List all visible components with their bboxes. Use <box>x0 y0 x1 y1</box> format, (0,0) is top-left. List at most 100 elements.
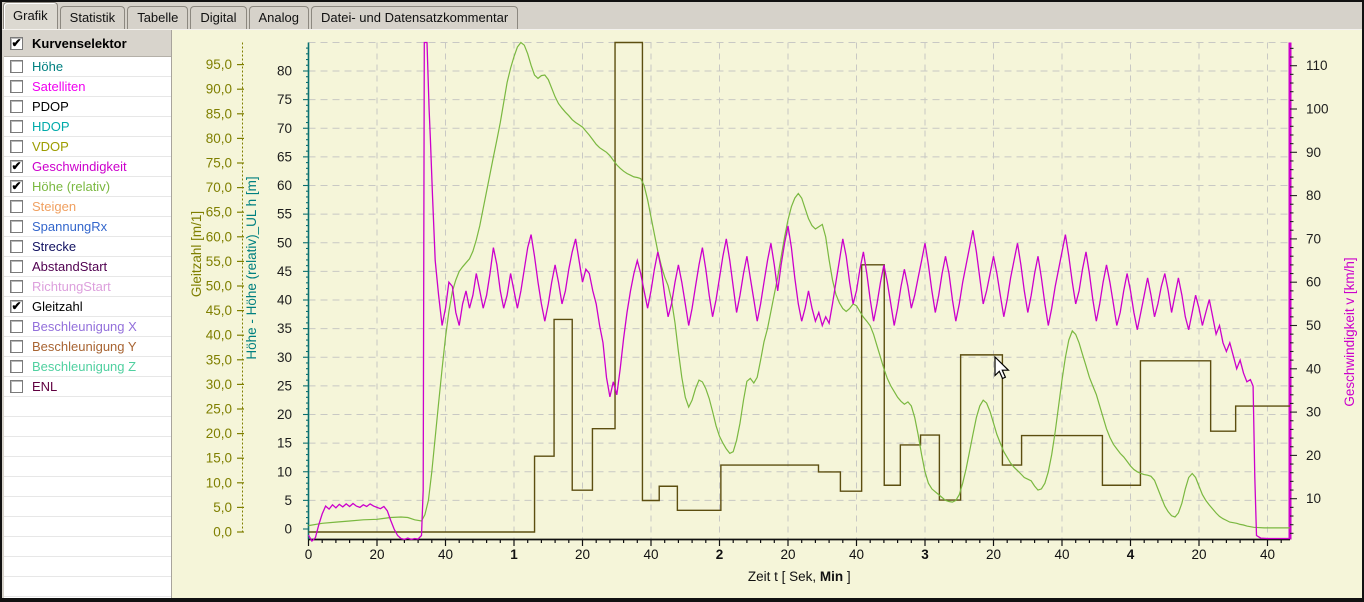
curve-label: RichtungStart <box>32 279 111 294</box>
gleitzahl-curve <box>308 41 1290 533</box>
curve-selector-sidebar: ✔ Kurvenselektor Höhe Satelliten PDOP HDOP V… <box>4 30 172 598</box>
list-item-empty <box>4 517 171 537</box>
svg-text:30: 30 <box>1306 405 1321 420</box>
curve-row-satelliten[interactable]: Satelliten <box>4 77 171 97</box>
svg-text:10,0: 10,0 <box>206 475 232 490</box>
curve-label: AbstandStart <box>32 259 108 274</box>
curve-checkbox[interactable] <box>10 320 23 333</box>
curve-checkbox[interactable] <box>10 260 23 273</box>
curve-row-enl[interactable]: ENL <box>4 377 171 397</box>
curve-checkbox[interactable] <box>10 200 23 213</box>
curve-checkbox[interactable] <box>10 280 23 293</box>
curve-row-beschleunigung-y[interactable]: Beschleunigung Y <box>4 337 171 357</box>
list-item-empty <box>4 597 171 598</box>
curve-label: VDOP <box>32 139 69 154</box>
curve-label: Höhe (relativ) <box>32 179 111 194</box>
mouse-cursor <box>994 355 1010 380</box>
tab-datei-und-datensatzkommentar[interactable]: Datei- und Datensatzkommentar <box>311 6 519 29</box>
list-item-empty <box>4 477 171 497</box>
svg-text:Höhe - Höhe (relativ)_UL h [: Höhe - Höhe (relativ)_UL h [m] <box>244 176 259 359</box>
curve-row-vdop[interactable]: VDOP <box>4 137 171 157</box>
svg-text:85,0: 85,0 <box>206 106 232 121</box>
curve-row-höhe-relativ-[interactable]: ✔ Höhe (relativ) <box>4 177 171 197</box>
tab-analog[interactable]: Analog <box>248 6 309 29</box>
svg-text:Gleitzahl [m/1]: Gleitzahl [m/1] <box>189 211 204 297</box>
svg-text:65: 65 <box>277 149 292 164</box>
svg-text:10: 10 <box>1306 491 1321 506</box>
svg-text:70: 70 <box>277 121 292 136</box>
curve-checkbox[interactable] <box>10 240 23 253</box>
curve-label: Satelliten <box>32 79 86 94</box>
curve-row-geschwindigkeit[interactable]: ✔ Geschwindigkeit <box>4 157 171 177</box>
curve-checkbox[interactable] <box>10 120 23 133</box>
curve-checkbox[interactable]: ✔ <box>10 159 23 173</box>
svg-text:60: 60 <box>277 178 292 193</box>
kurvenselektor-checkbox[interactable]: ✔ <box>10 35 23 50</box>
svg-text:20: 20 <box>986 547 1001 562</box>
curve-selector-title: Kurvenselektor <box>32 35 127 51</box>
curve-checkbox[interactable] <box>10 380 23 393</box>
curve-row-beschleunigung-z[interactable]: Beschleunigung Z <box>4 357 171 377</box>
tab-digital[interactable]: Digital <box>190 6 247 29</box>
list-item-empty <box>4 417 171 437</box>
svg-text:2: 2 <box>716 547 724 562</box>
list-item-empty <box>4 557 171 577</box>
curve-label: HDOP <box>32 119 70 134</box>
curve-row-richtungstart[interactable]: RichtungStart <box>4 277 171 297</box>
curve-row-beschleunigung-x[interactable]: Beschleunigung X <box>4 317 171 337</box>
curve-checkbox[interactable] <box>10 220 23 233</box>
curve-row-steigen[interactable]: Steigen <box>4 197 171 217</box>
svg-text:55,0: 55,0 <box>206 254 232 269</box>
geschwindigkeit-curve <box>307 41 1290 543</box>
curve-row-höhe[interactable]: Höhe <box>4 57 171 77</box>
svg-text:30: 30 <box>277 350 292 365</box>
svg-text:95,0: 95,0 <box>206 57 232 72</box>
svg-text:5: 5 <box>284 493 292 508</box>
curve-checkbox[interactable] <box>10 140 23 153</box>
curve-checkbox[interactable]: ✔ <box>10 299 23 313</box>
list-item-empty <box>4 537 171 557</box>
curve-row-pdop[interactable]: PDOP <box>4 97 171 117</box>
svg-text:Zeit t [ Sek, Min ]: Zeit t [ Sek, Min ] <box>748 569 851 584</box>
svg-text:40: 40 <box>849 547 864 562</box>
list-item-empty <box>4 497 171 517</box>
curve-checkbox[interactable] <box>10 100 23 113</box>
svg-text:15,0: 15,0 <box>206 451 232 466</box>
curve-row-strecke[interactable]: Strecke <box>4 237 171 257</box>
svg-text:35: 35 <box>277 321 292 336</box>
curve-label: ENL <box>32 379 58 394</box>
svg-text:40: 40 <box>1054 547 1069 562</box>
svg-text:20: 20 <box>1191 547 1206 562</box>
curve-row-gleitzahl[interactable]: ✔ Gleitzahl <box>4 297 171 317</box>
curve-checkbox[interactable] <box>10 340 23 353</box>
curve-row-abstandstart[interactable]: AbstandStart <box>4 257 171 277</box>
curve-checkbox[interactable] <box>10 80 23 93</box>
tab-tabelle[interactable]: Tabelle <box>127 6 189 29</box>
svg-text:80: 80 <box>1306 188 1321 203</box>
svg-text:20: 20 <box>575 547 590 562</box>
svg-text:0: 0 <box>284 522 292 537</box>
svg-text:0,0: 0,0 <box>213 525 232 540</box>
curve-row-spannungrx[interactable]: SpannungRx <box>4 217 171 237</box>
curve-checkbox[interactable] <box>10 60 23 73</box>
curve-selector-header[interactable]: ✔ Kurvenselektor <box>4 30 171 57</box>
svg-text:70,0: 70,0 <box>206 180 232 195</box>
svg-text:3: 3 <box>921 547 929 562</box>
tab-grafik[interactable]: Grafik <box>3 2 58 29</box>
hoehe-axis: 0 5 10 15 20 25 30 35 40 45 50 55 60 65 70 75 80 Höhe - H… <box>244 42 310 540</box>
svg-text:45,0: 45,0 <box>206 303 232 318</box>
svg-text:65,0: 65,0 <box>206 205 232 220</box>
svg-text:90,0: 90,0 <box>206 82 232 97</box>
svg-text:40: 40 <box>277 293 292 308</box>
svg-text:40: 40 <box>1306 361 1321 376</box>
tab-statistik[interactable]: Statistik <box>59 6 126 29</box>
time-axis: 0 20 40 1 20 40 2 20 40 3 20 40 4 20 40 Zeit t [ Sek, M… <box>305 538 1290 584</box>
svg-text:20: 20 <box>1306 448 1321 463</box>
curve-row-hdop[interactable]: HDOP <box>4 117 171 137</box>
svg-text:40: 40 <box>643 547 658 562</box>
svg-text:50: 50 <box>1306 318 1321 333</box>
curve-checkbox[interactable] <box>10 360 23 373</box>
curve-checkbox[interactable]: ✔ <box>10 179 23 193</box>
